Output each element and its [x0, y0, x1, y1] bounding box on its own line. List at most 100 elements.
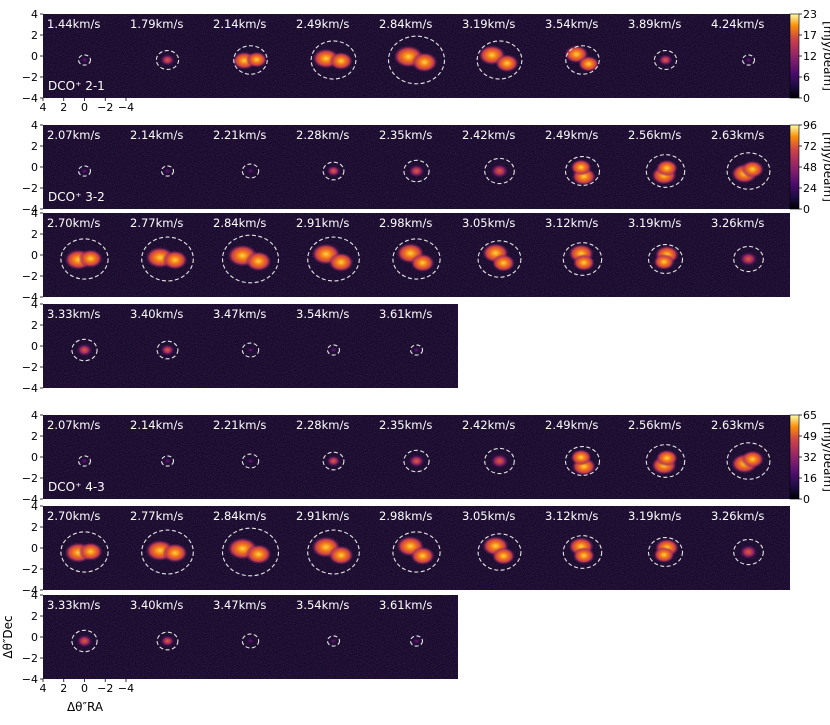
- emission-blob: [76, 634, 93, 648]
- emission-blob: [160, 635, 175, 647]
- channel-map-tile: 3.47km/s: [209, 595, 292, 679]
- emission-blob: [76, 343, 93, 357]
- velocity-label: 3.61km/s: [379, 598, 432, 612]
- x-tick-label: 4: [40, 682, 47, 695]
- keplerian-mask-contour: [647, 536, 684, 567]
- velocity-label: 3.05km/s: [462, 216, 515, 230]
- channel-map-tile: 3.12km/s: [541, 213, 624, 297]
- velocity-label: 2.35km/s: [379, 128, 432, 142]
- y-tick-label: −4: [22, 291, 38, 304]
- velocity-label: 2.28km/s: [296, 128, 349, 142]
- y-tick-label: 0: [31, 631, 38, 644]
- keplerian-mask-contour: [645, 444, 686, 478]
- keplerian-mask-contour: [221, 234, 280, 284]
- y-tick-label: 2: [31, 430, 38, 443]
- velocity-label: 1.44km/s: [47, 17, 100, 31]
- channel-map-tile: 2.56km/s: [624, 415, 707, 499]
- emission-blob: [490, 453, 509, 469]
- channel-map-tile: 2.07km/s: [43, 125, 126, 209]
- emission-blob: [329, 52, 353, 70]
- keplerian-mask-contour: [403, 449, 430, 473]
- y-tick-label: 4: [31, 409, 38, 422]
- y-tick-label: 2: [31, 29, 38, 42]
- emission-blob: [655, 449, 678, 467]
- velocity-label: 3.33km/s: [47, 307, 100, 321]
- keplerian-mask-contour: [60, 238, 109, 280]
- channel-map-tile: 2.14km/s: [126, 415, 209, 499]
- y-tick-label: −4: [22, 673, 38, 686]
- keplerian-mask-contour: [77, 455, 92, 467]
- channel-map-tile: 2.98km/s: [375, 506, 458, 590]
- channel-map-tile: 3.54km/s: [292, 595, 375, 679]
- emission-blob: [245, 544, 272, 565]
- emission-blob: [326, 165, 341, 177]
- y-tick-label: 2: [31, 610, 38, 623]
- velocity-label: 3.54km/s: [296, 307, 349, 321]
- velocity-label: 3.26km/s: [711, 509, 764, 523]
- keplerian-mask-contour: [160, 165, 175, 177]
- channel-map-tile: 2.84km/s: [209, 213, 292, 297]
- velocity-label: 2.21km/s: [213, 128, 266, 142]
- emission-blob: [246, 458, 255, 464]
- keplerian-mask-contour: [477, 533, 522, 571]
- y-tick-label: −4: [22, 203, 38, 216]
- emission-blob: [78, 249, 103, 268]
- y-tick-label: −4: [22, 382, 38, 395]
- keplerian-mask-contour: [322, 451, 345, 471]
- channel-map-tile: 2.42km/s: [458, 415, 541, 499]
- emission-blob: [328, 252, 354, 272]
- colorbar-label: [mJy/beam]: [821, 422, 830, 492]
- channel-map-tile: 2.84km/s: [375, 14, 458, 98]
- velocity-label: 2.77km/s: [130, 216, 183, 230]
- velocity-label: 3.61km/s: [379, 307, 432, 321]
- transition-label: DCO⁺ 2-1: [48, 79, 105, 93]
- velocity-label: 3.19km/s: [628, 216, 681, 230]
- keplerian-mask-contour: [726, 152, 771, 190]
- channel-map-tile: 2.77km/s: [126, 506, 209, 590]
- keplerian-mask-contour: [726, 442, 771, 480]
- y-tick-label: 2: [31, 319, 38, 332]
- channel-map-tile: 3.47km/s: [209, 304, 292, 388]
- velocity-label: 3.19km/s: [628, 509, 681, 523]
- colorbar-tick-label: 12: [803, 50, 817, 63]
- emission-blob: [246, 347, 255, 353]
- channel-map-tile: 2.70km/s: [43, 213, 126, 297]
- colorbar-tick-label: 48: [803, 161, 817, 174]
- velocity-label: 2.63km/s: [711, 418, 764, 432]
- keplerian-mask-contour: [562, 535, 603, 569]
- velocity-label: 2.84km/s: [213, 509, 266, 523]
- keplerian-mask-contour: [233, 45, 268, 75]
- y-tick-label: −2: [22, 472, 38, 485]
- keplerian-mask-contour: [562, 242, 603, 276]
- emission-blob: [329, 638, 338, 644]
- emission-blob: [490, 163, 509, 179]
- x-axis-label: Δθ″RA: [67, 700, 104, 714]
- keplerian-mask-contour: [77, 165, 92, 177]
- channel-map-tile: 2.63km/s: [707, 125, 790, 209]
- x-tick-label: 0: [81, 682, 88, 695]
- y-tick-label: 0: [31, 542, 38, 555]
- channel-map-tile: 2.42km/s: [458, 125, 541, 209]
- keplerian-mask-contour: [156, 340, 179, 360]
- emission-blob: [572, 547, 595, 565]
- velocity-label: 2.49km/s: [545, 418, 598, 432]
- y-tick-label: −4: [22, 493, 38, 506]
- channel-map-tile: 3.33km/s: [43, 595, 126, 679]
- velocity-label: 2.42km/s: [462, 418, 515, 432]
- y-tick-label: 4: [31, 298, 38, 311]
- colorbar-label: [mJy/beam]: [821, 132, 830, 202]
- emission-blob: [491, 547, 515, 565]
- channel-map-tile: 3.40km/s: [126, 595, 209, 679]
- channel-map-tile: 2.98km/s: [375, 213, 458, 297]
- velocity-label: 4.24km/s: [711, 17, 764, 31]
- colorbar-tick-label: 65: [803, 409, 817, 422]
- y-tick-label: 0: [31, 340, 38, 353]
- x-tick-label: −4: [118, 101, 134, 114]
- keplerian-mask-contour: [387, 35, 446, 85]
- keplerian-mask-contour: [647, 244, 684, 275]
- emission-blob: [80, 168, 89, 174]
- emission-blob: [160, 344, 175, 356]
- channel-map-tile: 2.28km/s: [292, 415, 375, 499]
- y-tick-label: −4: [22, 92, 38, 105]
- emission-blob: [326, 455, 341, 467]
